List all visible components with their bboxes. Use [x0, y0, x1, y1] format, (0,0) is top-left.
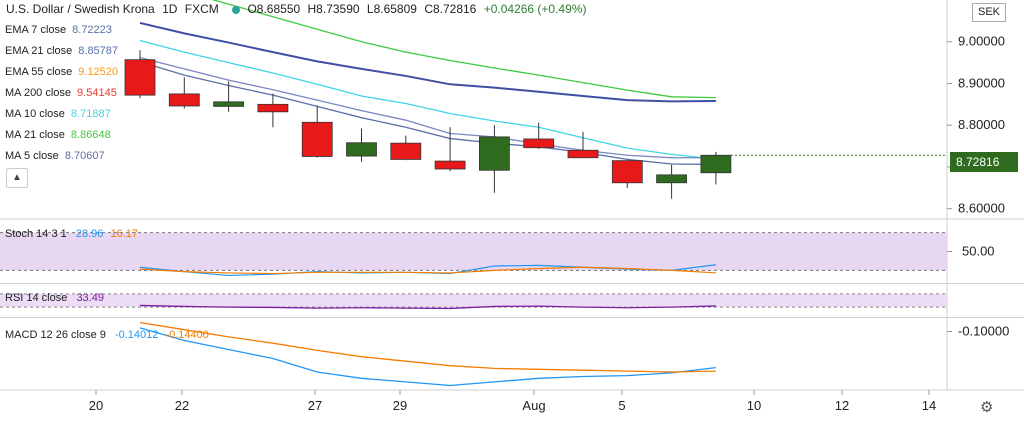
candle-body	[434, 160, 466, 170]
time-axis-label: 5	[618, 398, 625, 413]
indicator-name: MA 5 close	[5, 150, 59, 162]
candle-body	[656, 174, 687, 184]
candle-body	[523, 138, 555, 149]
time-axis-label: 22	[175, 398, 189, 413]
macd-value: -0.14012	[114, 329, 159, 341]
rsi-band	[0, 293, 947, 308]
candle-body	[478, 136, 510, 171]
indicator-value: 8.85787	[78, 45, 119, 57]
change-value: +0.04266 (+0.49%)	[483, 2, 587, 16]
indicator-legend-row[interactable]: EMA 7 close 8.72223	[5, 24, 112, 36]
price-axis-label: 8.80000	[958, 117, 1005, 132]
indicator-legend-row[interactable]: MA 10 close 8.71887	[5, 108, 111, 120]
stoch-band	[0, 232, 947, 271]
indicator-legend-row[interactable]: EMA 55 close 9.12520	[5, 66, 118, 78]
indicator-name: MA 200 close	[5, 87, 72, 99]
rsi-line	[139, 304, 716, 310]
indicator-value: 8.72223	[72, 24, 112, 36]
indicator-legend-row[interactable]: EMA 21 close 8.85787	[5, 45, 118, 57]
indicator-value: 8.71887	[70, 108, 111, 120]
indicator-legend-row[interactable]: MA 21 close 8.86648	[5, 129, 111, 141]
ma-line	[139, 39, 716, 160]
stoch-axis-label: 50.00	[962, 244, 995, 259]
macd-line	[139, 327, 716, 387]
indicator-value: 8.70607	[64, 150, 105, 162]
close-value: C8.72816	[424, 2, 477, 16]
rsi-legend-label: RSI 14 close	[5, 292, 68, 304]
indicator-legend-row[interactable]: MA 200 close 9.54145	[5, 87, 117, 99]
candle-body	[301, 121, 333, 157]
time-axis-label: Aug	[522, 398, 545, 413]
symbol-name[interactable]: U.S. Dollar / Swedish Krona	[6, 2, 155, 16]
time-axis-label: 14	[922, 398, 936, 413]
indicator-name: EMA 7 close	[5, 24, 67, 36]
stoch-k-value: 28.96	[75, 228, 104, 240]
open-value: O8.68550	[247, 2, 301, 16]
time-axis-label: 27	[308, 398, 322, 413]
time-axis-label: 12	[835, 398, 849, 413]
rsi-value: 33.49	[76, 292, 104, 304]
stoch-legend-label: Stoch 14 3 1	[5, 228, 67, 240]
ma-line	[139, 21, 716, 103]
indicator-name: EMA 21 close	[5, 45, 73, 57]
candle-body	[213, 101, 245, 107]
macd-axis-label: -0.10000	[958, 324, 1009, 339]
high-value: H8.73590	[307, 2, 360, 16]
price-axis-label: 8.90000	[958, 75, 1005, 90]
macd-line	[139, 321, 716, 373]
candle-body	[168, 93, 200, 107]
source-label: FXCM	[184, 2, 219, 16]
indicator-value: 8.86648	[70, 129, 111, 141]
macd-legend-label: MACD 12 26 close 9	[5, 329, 106, 341]
time-axis-label: 29	[393, 398, 407, 413]
macd-signal-value: -0.14400	[165, 329, 209, 341]
chart-header: U.S. Dollar / Swedish Krona 1D FXCM O8.6…	[6, 2, 590, 16]
interval-label[interactable]: 1D	[162, 2, 178, 16]
time-axis-label: 10	[747, 398, 761, 413]
indicator-name: EMA 55 close	[5, 66, 73, 78]
candle-body	[257, 103, 289, 113]
last-price-tag: 8.72816	[950, 152, 1018, 172]
rsi-legend[interactable]: RSI 14 close 33.49	[5, 292, 104, 304]
ma-line	[139, 61, 716, 166]
stoch-legend[interactable]: Stoch 14 3 1 28.96 16.17	[5, 228, 138, 240]
indicator-value: 9.54145	[77, 87, 117, 99]
price-axis-label: 8.60000	[958, 201, 1005, 216]
candle-body	[567, 149, 599, 159]
candle-body	[390, 142, 422, 160]
stoch-line	[139, 266, 716, 275]
indicator-name: MA 10 close	[5, 108, 65, 120]
candle-body	[346, 142, 377, 157]
indicator-value: 9.12520	[78, 66, 119, 78]
candle-body	[124, 59, 156, 96]
settings-gear-icon[interactable]: ⚙	[980, 399, 994, 416]
stoch-d-value: 16.17	[110, 228, 138, 240]
candle-body	[611, 160, 643, 184]
price-axis-label: 9.00000	[958, 34, 1005, 49]
indicator-legend-row[interactable]: MA 5 close 8.70607	[5, 150, 105, 162]
ma-line	[139, 56, 716, 159]
currency-badge[interactable]: SEK	[972, 3, 1006, 22]
candle-body	[700, 154, 732, 174]
macd-legend[interactable]: MACD 12 26 close 9 -0.14012 -0.14400	[5, 329, 209, 341]
indicator-name: MA 21 close	[5, 129, 65, 141]
market-status-icon	[232, 5, 241, 14]
time-axis-label: 20	[89, 398, 103, 413]
collapse-legend-icon[interactable]: ▲	[6, 168, 28, 188]
low-value: L8.65809	[366, 2, 417, 16]
